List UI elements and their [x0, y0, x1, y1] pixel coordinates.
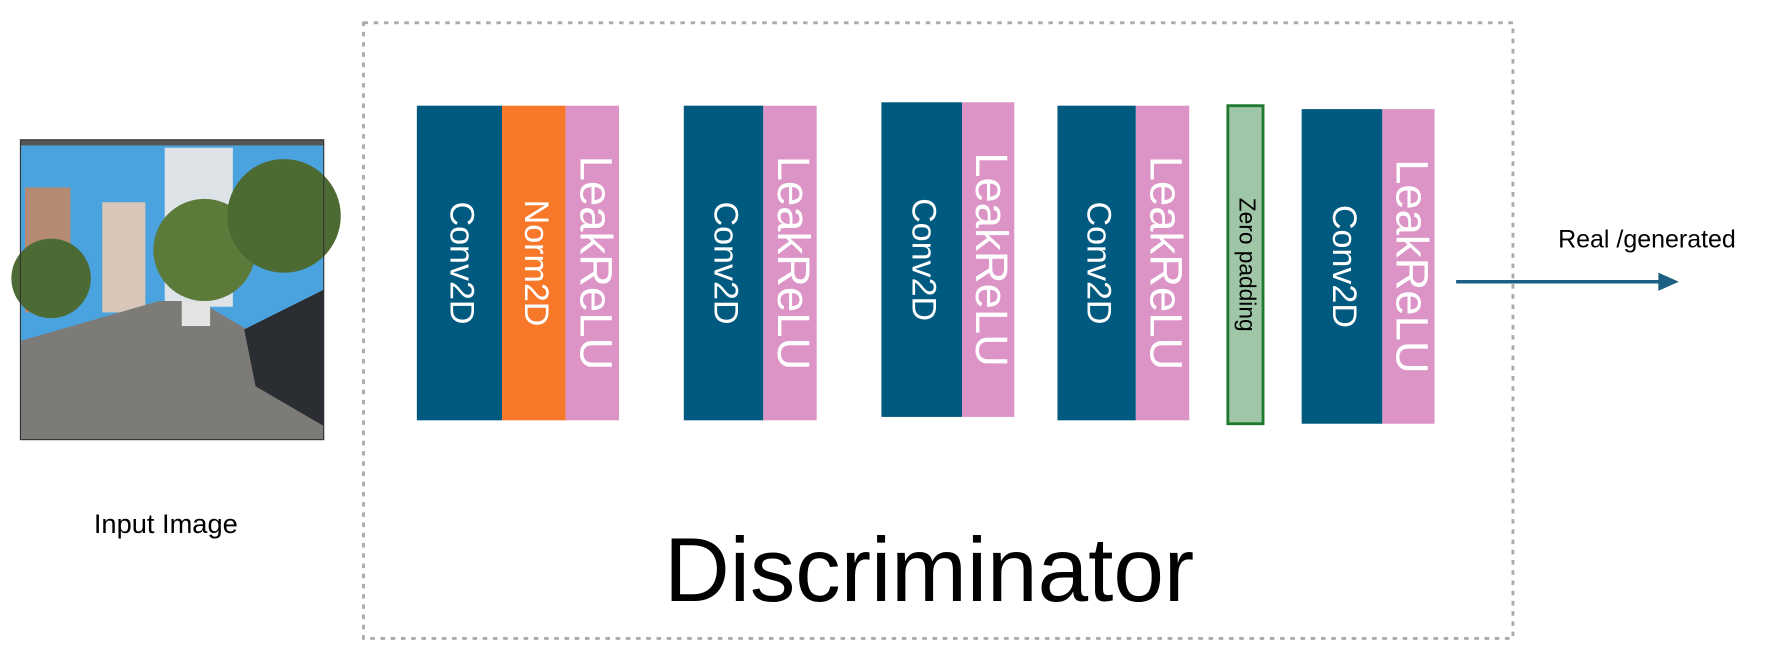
- layer-rect: [763, 105, 817, 421]
- layer-block: LeakReLU: [1382, 109, 1437, 424]
- layer-label: LeakReLU: [768, 156, 819, 371]
- layer-block: Conv2D: [683, 105, 764, 421]
- layer-block: Norm2D: [502, 105, 566, 421]
- layer-label: Conv2D: [905, 198, 943, 321]
- layer-block: LeakReLU: [565, 105, 621, 421]
- layer-block: Zero padding: [1226, 104, 1265, 426]
- layer-rect: [1301, 109, 1383, 424]
- layer-label: LeakReLU: [1386, 159, 1437, 374]
- layer-label: LeakReLU: [966, 152, 1017, 367]
- layer-label: LeakReLU: [1141, 156, 1192, 371]
- layer-label: Conv2D: [707, 201, 745, 324]
- layer-rect: [881, 102, 963, 417]
- layer-rect: [1226, 104, 1265, 426]
- layer-rect: [1135, 105, 1190, 421]
- layer-block: Conv2D: [1057, 105, 1136, 421]
- layer-rect: [1382, 109, 1435, 424]
- layers: Conv2D Norm2D LeakReLU Conv2D LeakReLU Conv2D…: [416, 102, 1437, 426]
- layer-label: Conv2D: [1080, 201, 1118, 324]
- layer-rect: [565, 105, 620, 421]
- layer-rect: [683, 105, 764, 421]
- layer-rect: [416, 105, 503, 421]
- layer-rect: [962, 102, 1015, 417]
- output-label: Real /generated: [1558, 225, 1736, 253]
- layer-label: Conv2D: [1325, 205, 1363, 328]
- layer-block: Conv2D: [881, 102, 963, 417]
- layer-rect: [502, 105, 566, 421]
- layer-block: LeakReLU: [1135, 105, 1192, 421]
- layer-block: LeakReLU: [763, 105, 819, 421]
- layer-label: LeakReLU: [570, 156, 621, 371]
- layer-block: LeakReLU: [962, 102, 1017, 417]
- input-label: Input Image: [94, 508, 238, 539]
- discriminator-title: Discriminator: [664, 520, 1194, 621]
- layer-label: Norm2D: [517, 200, 555, 327]
- layer-block: Conv2D: [1301, 109, 1383, 424]
- arrow-head: [1658, 272, 1679, 291]
- layer-rect: [1057, 105, 1136, 421]
- layer-label: Zero padding: [1234, 198, 1260, 332]
- layer-label: Conv2D: [442, 201, 480, 324]
- layer-block: Conv2D: [416, 105, 503, 421]
- input-image: [11, 139, 341, 441]
- discriminator-frame: [362, 21, 1515, 640]
